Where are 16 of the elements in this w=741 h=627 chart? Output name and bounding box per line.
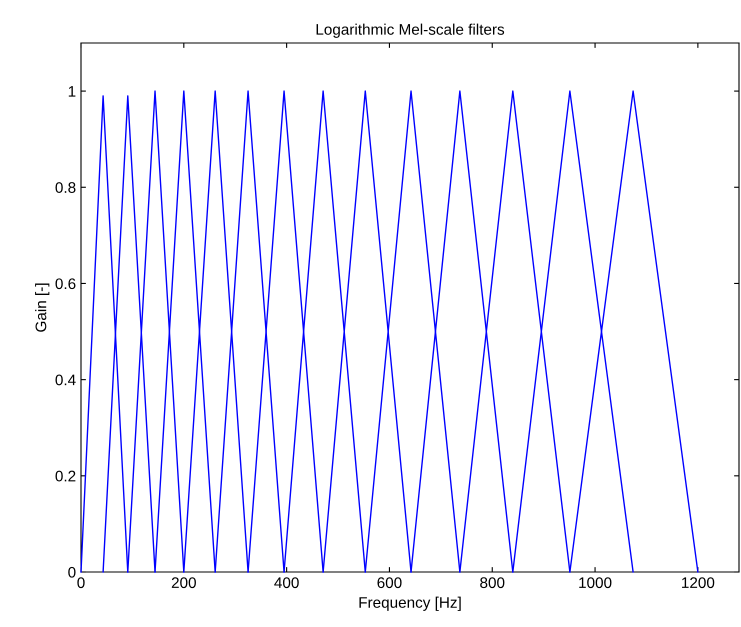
chart-title: Logarithmic Mel-scale filters xyxy=(316,24,504,38)
y-tick-label: 0.4 xyxy=(56,374,76,386)
x-tick-label: 0 xyxy=(77,577,85,588)
y-tick-label: 1 xyxy=(68,86,76,97)
y-tick-label: 0.6 xyxy=(56,278,76,290)
x-tick-label: 800 xyxy=(480,577,504,588)
y-tick-label: 0.2 xyxy=(56,470,76,482)
y-tick-label: 0.8 xyxy=(56,182,76,193)
y-tick-label: 0 xyxy=(68,566,76,578)
x-tick-label: 400 xyxy=(274,577,299,588)
x-tick-label: 1000 xyxy=(579,577,612,588)
x-tick-label: 1200 xyxy=(682,577,714,588)
x-axis-title: Frequency [Hz] xyxy=(359,596,461,611)
x-tick-label: 600 xyxy=(377,577,402,588)
y-axis-title: Gain [-] xyxy=(35,284,50,332)
x-tick-label: 200 xyxy=(172,577,196,588)
